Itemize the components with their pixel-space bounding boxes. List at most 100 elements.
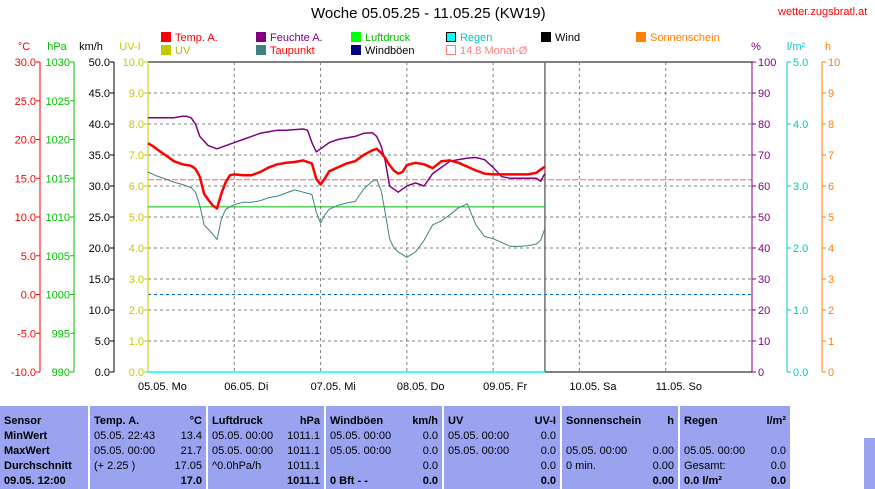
legend-pressure: Luftdruck (351, 32, 410, 44)
legend-swatch (446, 45, 456, 55)
row-label-avg: Durchschnitt (4, 460, 72, 472)
stat-min: 05.05. 00:00 1011.1 (212, 429, 320, 444)
axis-pressure: 1030 1025 1020 1015 1010 1005 1000 995 990 hPa (46, 41, 75, 379)
axis-tick-label: 90 (758, 88, 770, 100)
axis-tick-label: 9.0 (129, 88, 144, 100)
weather-chart: 30.025.020.015.010.05.00.0-5.0-10.0°C103… (11, 41, 840, 393)
axis-tick-label: 5.0 (793, 57, 808, 69)
axis-tick-label: 4.0 (129, 243, 144, 255)
statistics-panel: Sensor MinWert MaxWert Durchschnitt 09.0… (0, 406, 875, 489)
stat-min-value: 0.0 (540, 430, 556, 442)
series-line-temp-a- (147, 142, 546, 210)
axis-tick-label: 40.0 (89, 119, 110, 131)
stat-min-value: 0.0 (422, 430, 438, 442)
axis-temp: 30.0 25.0 20.0 15.0 10.0 5.0 0.0 -5.0 -10.0 °C (11, 41, 41, 379)
legend-gusts: Windböen (351, 45, 415, 57)
stat-current-label: 0 Bft - - (330, 475, 368, 487)
stat-column-temp-a-: Temp. A. °C 05.05. 22:43 13.4 05.05. 00:00 21… (90, 406, 208, 489)
axis-tick-label: 30.0 (89, 181, 110, 193)
axis-tick-label: 5.0 (21, 251, 36, 263)
stat-current: 0.00 (566, 474, 674, 489)
axis-tick-label: 50.0 (89, 57, 110, 69)
stat-avg-label: 0 min. (566, 460, 596, 472)
stat-current-value: 0.0 (540, 475, 556, 487)
series-layer (147, 115, 546, 373)
stat-header-label: Regen (684, 415, 718, 427)
axis-tick-label: 0.0 (95, 367, 110, 379)
stat-header-label: Windböen (330, 415, 384, 427)
axis-tick-label: 1010 (46, 212, 70, 224)
axis-unit-sun: h (825, 41, 831, 53)
axis-tick-label: 7 (828, 150, 834, 162)
axis-tick-label: -5.0 (17, 328, 36, 340)
axis-tick-label: 35.0 (89, 150, 110, 162)
axis-unit-uv: UV-I (119, 41, 140, 53)
stat-max-value: 1011.1 (287, 445, 320, 457)
axis-tick-label: 8.0 (129, 119, 144, 131)
axis-tick-label: 3 (828, 274, 834, 286)
stat-avg-value: 0.0 (770, 460, 786, 472)
panel-side-box (864, 438, 875, 489)
axis-tick-label: 995 (52, 328, 70, 340)
stat-avg-value: 0.00 (652, 460, 674, 472)
legend-label: UV (175, 45, 191, 57)
axis-tick-label: 30 (758, 274, 770, 286)
legend-swatch (351, 45, 361, 55)
axis-tick-label: 10.0 (89, 305, 110, 317)
axis-tick-label: 20.0 (89, 243, 110, 255)
stat-avg-value: 0.0 (540, 460, 556, 472)
axis-tick-label: 15.0 (89, 274, 110, 286)
stat-current: 17.0 (94, 474, 202, 489)
legend-temp: Temp. A. (161, 32, 218, 44)
stat-header-label: Luftdruck (212, 415, 263, 427)
stat-min-label: 05.05. 00:00 (212, 430, 274, 442)
axis-tick-label: 4 (828, 243, 834, 255)
chart-title: Woche 05.05.25 - 11.05.25 (KW19) (311, 5, 546, 22)
axis-tick-label: 2 (828, 305, 834, 317)
row-label-sensor: Sensor (4, 415, 42, 427)
stat-min-label: 05.05. 00:00 (330, 430, 392, 442)
axis-tick-label: 990 (52, 367, 70, 379)
axis-tick-label: 3.0 (129, 274, 144, 286)
stat-avg-label: ^0.0hPa/h (212, 460, 262, 472)
axis-unit-temp: °C (18, 41, 30, 53)
stat-column-uv: UV UV-I 05.05. 00:00 0.0 05.05. 00:00 0.0 0.0 0… (444, 406, 562, 489)
stat-column-luftdruck: Luftdruck hPa 05.05. 00:00 1011.1 05.05. 00:… (208, 406, 326, 489)
legend-label: Feuchte A. (270, 32, 323, 44)
x-axis-labels: 05.05. Mo 06.05. Di 07.05. Mi 08.05. Do 09.0… (138, 381, 702, 393)
axis-tick-label: -10.0 (11, 367, 36, 379)
axis-wind: 50.0 45.0 40.0 35.0 30.0 25.0 20.0 15.0 10.0 5.0 0… (79, 41, 115, 379)
axis-unit-humidity: % (751, 41, 761, 53)
axis-unit-rain: l/m² (787, 41, 806, 53)
axis-tick-label: 70 (758, 150, 770, 162)
stat-min: 05.05. 00:00 0.0 (448, 429, 556, 444)
stat-avg: 0.0 (330, 459, 438, 474)
axis-tick-label: 5 (828, 212, 834, 224)
legend-rain: Regen (446, 32, 492, 44)
stat-avg-value: 1011.1 (287, 460, 320, 472)
row-label-min: MinWert (4, 430, 48, 442)
axis-tick-label: 15.0 (15, 173, 36, 185)
axis-tick-label: 50 (758, 212, 770, 224)
axis-tick-label: 1025 (46, 96, 70, 108)
axis-tick-label: 100 (758, 57, 776, 69)
stat-header: Windböen km/h (330, 414, 438, 429)
axis-unit-wind: km/h (79, 41, 103, 53)
stat-avg: (+ 2.25 ) 17.05 (94, 459, 202, 474)
stat-max: 05.05. 00:00 0.0 (684, 444, 786, 459)
axis-tick-label: 40 (758, 243, 770, 255)
stat-header-value: UV-I (534, 415, 556, 427)
stat-min (566, 429, 674, 444)
stat-max-label: 05.05. 00:00 (94, 445, 156, 457)
stat-max-value: 0.00 (652, 445, 674, 457)
x-tick-label: 09.05. Fr (483, 381, 527, 393)
legend-swatch (256, 45, 266, 55)
axis-tick-label: 1 (828, 336, 834, 348)
legend-label: Taupunkt (270, 45, 315, 57)
axis-uv: 10.0 9.0 8.0 7.0 6.0 5.0 4.0 3.0 2.0 1.0 0.0 UV-I (119, 41, 149, 379)
row-labels-column: Sensor MinWert MaxWert Durchschnitt 09.0… (0, 406, 90, 489)
stat-max: 05.05. 00:00 21.7 (94, 444, 202, 459)
stat-current: 1011.1 (212, 474, 320, 489)
